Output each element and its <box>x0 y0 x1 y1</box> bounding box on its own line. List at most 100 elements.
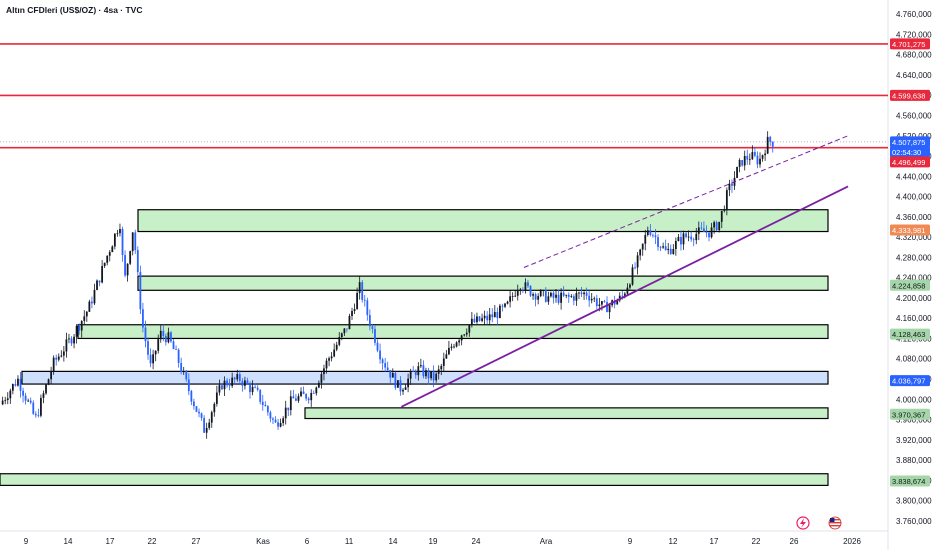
price-badge-bg <box>890 328 930 340</box>
candle-body <box>458 340 461 343</box>
candle-body <box>55 357 58 360</box>
candle-body <box>616 300 619 305</box>
price-badge-label: 4.496,499 <box>892 158 925 167</box>
candle-body <box>631 267 634 285</box>
candle-body <box>185 371 188 380</box>
candle-body <box>664 246 667 251</box>
price-badge-label: 4.507,875 <box>892 138 925 147</box>
y-tick-label: 4.320,000 <box>896 233 932 242</box>
price-badge-label: 4.701,275 <box>892 40 925 49</box>
candle-body <box>300 391 302 397</box>
candle-body <box>363 299 366 301</box>
candle-body <box>343 328 346 334</box>
candle-body <box>751 152 754 160</box>
price-badge-label: 4.224,858 <box>892 281 925 290</box>
candle-body <box>320 374 323 383</box>
candle-body <box>37 415 40 417</box>
x-tick-label: Ara <box>540 537 553 546</box>
x-tick-label: 22 <box>752 537 761 546</box>
price-badge-bg <box>890 224 930 236</box>
candle-body <box>601 301 603 305</box>
candle-body <box>57 356 60 360</box>
candle-body <box>550 292 552 297</box>
candle-body <box>195 406 198 412</box>
candle-body <box>496 312 499 318</box>
candle-body <box>32 402 35 414</box>
candle-body <box>460 335 463 341</box>
candle-body <box>213 403 216 413</box>
candle-body <box>80 320 83 331</box>
candle-body <box>766 136 769 154</box>
y-tick-label: 4.440,000 <box>896 172 932 181</box>
candle-body <box>710 227 713 238</box>
candle-body <box>705 231 708 233</box>
candle-body <box>29 400 32 403</box>
candle-body <box>282 418 285 424</box>
trendline-solid <box>400 185 849 408</box>
price-badge-label: 4.128,463 <box>892 330 925 339</box>
candles-layer <box>1 131 774 439</box>
y-tick-label: 4.280,000 <box>896 253 932 262</box>
candle-body <box>756 155 759 165</box>
candle-body <box>473 318 476 323</box>
x-tick-label: 26 <box>790 537 799 546</box>
candle-body <box>529 285 532 296</box>
candle-body <box>297 396 300 401</box>
candle-body <box>60 355 63 357</box>
time-axis[interactable]: 9 14 17 22 27 Kas 6 11 14 19 24 Ara 9 12 17 22 26 2026 <box>24 537 862 546</box>
candle-body <box>674 240 677 249</box>
y-tick-label: 4.360,000 <box>896 213 932 222</box>
candle-body <box>478 316 481 321</box>
candle-body <box>692 239 695 241</box>
x-tick-label: 6 <box>305 537 310 546</box>
zone-green <box>77 324 829 340</box>
candle-body <box>463 334 466 336</box>
candle-body <box>152 354 155 364</box>
candle-body <box>180 362 183 373</box>
x-tick-label: 14 <box>389 537 398 546</box>
candle-body <box>279 423 282 427</box>
candle-body <box>481 318 483 321</box>
candle-body <box>537 296 540 300</box>
flash-icon[interactable] <box>796 516 810 530</box>
y-tick-label: 4.760,000 <box>896 10 932 19</box>
x-tick-label: 17 <box>106 537 115 546</box>
price-badge: 4.507,875 <box>890 136 930 148</box>
candle-body <box>78 326 81 331</box>
candle-body <box>142 309 144 328</box>
candle-body <box>511 296 514 297</box>
candle-body <box>154 350 157 355</box>
price-badge-label: 4.599,638 <box>892 91 925 100</box>
candle-body <box>652 234 654 236</box>
candle-body <box>606 301 608 313</box>
candle-body <box>491 314 494 318</box>
candle-body <box>295 398 297 401</box>
candle-body <box>391 373 394 378</box>
candle-body <box>83 316 86 321</box>
y-tick-label: 4.560,000 <box>896 111 932 120</box>
zone-green <box>304 407 829 420</box>
zones-layer <box>0 209 829 486</box>
candle-body <box>317 382 320 388</box>
price-badge: 4.224,858 <box>890 279 930 291</box>
candle-body <box>9 390 12 399</box>
candle-body <box>302 391 305 395</box>
candle-body <box>412 371 415 372</box>
candle-body <box>741 160 744 166</box>
candle-body <box>136 250 139 273</box>
price-badge-bg <box>890 146 930 158</box>
candle-body <box>335 344 338 350</box>
candle-body <box>68 338 70 340</box>
candle-body <box>501 305 504 307</box>
candle-body <box>506 301 509 304</box>
price-badge-label: 3.970,367 <box>892 410 925 419</box>
y-tick-label: 3.960,000 <box>896 416 932 425</box>
us-flag-icon[interactable] <box>828 516 842 530</box>
candle-body <box>414 371 417 376</box>
candle-body <box>182 371 185 373</box>
candle-body <box>159 330 162 340</box>
candle-body <box>483 315 486 319</box>
candle-body <box>397 380 399 388</box>
